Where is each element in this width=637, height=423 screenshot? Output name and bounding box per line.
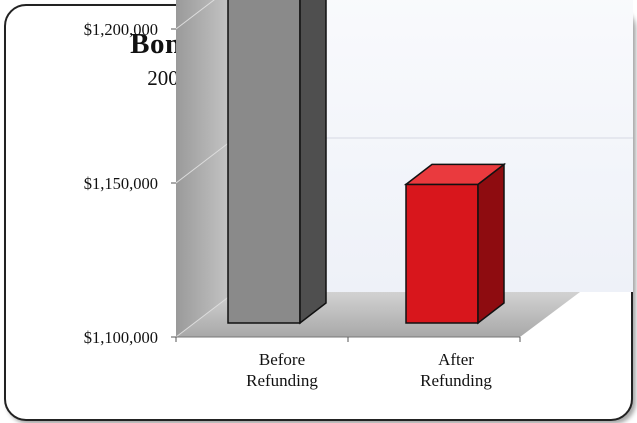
gridline-wall	[175, 0, 215, 30]
x-category-label: Refunding	[246, 371, 318, 390]
bar-front	[227, 0, 301, 324]
back-wall	[235, 0, 633, 292]
chart-area	[171, 0, 633, 342]
bar-after	[403, 162, 507, 325]
bar-side	[299, 0, 327, 325]
bar-front	[405, 183, 479, 324]
x-category-label: Refunding	[420, 371, 492, 390]
gridline-wall	[175, 291, 236, 338]
bar-top	[403, 163, 507, 186]
y-tick-label: $1,150,000	[84, 174, 158, 193]
x-category-label: Before	[259, 350, 305, 369]
left-wall	[176, 0, 235, 337]
gridline-wall	[175, 137, 236, 184]
y-tick-label: $1,100,000	[84, 328, 158, 347]
y-tick-label: $1,200,000	[84, 20, 158, 39]
x-category-label: After	[438, 350, 474, 369]
bar-before	[227, 0, 327, 325]
bar-side	[477, 162, 505, 325]
